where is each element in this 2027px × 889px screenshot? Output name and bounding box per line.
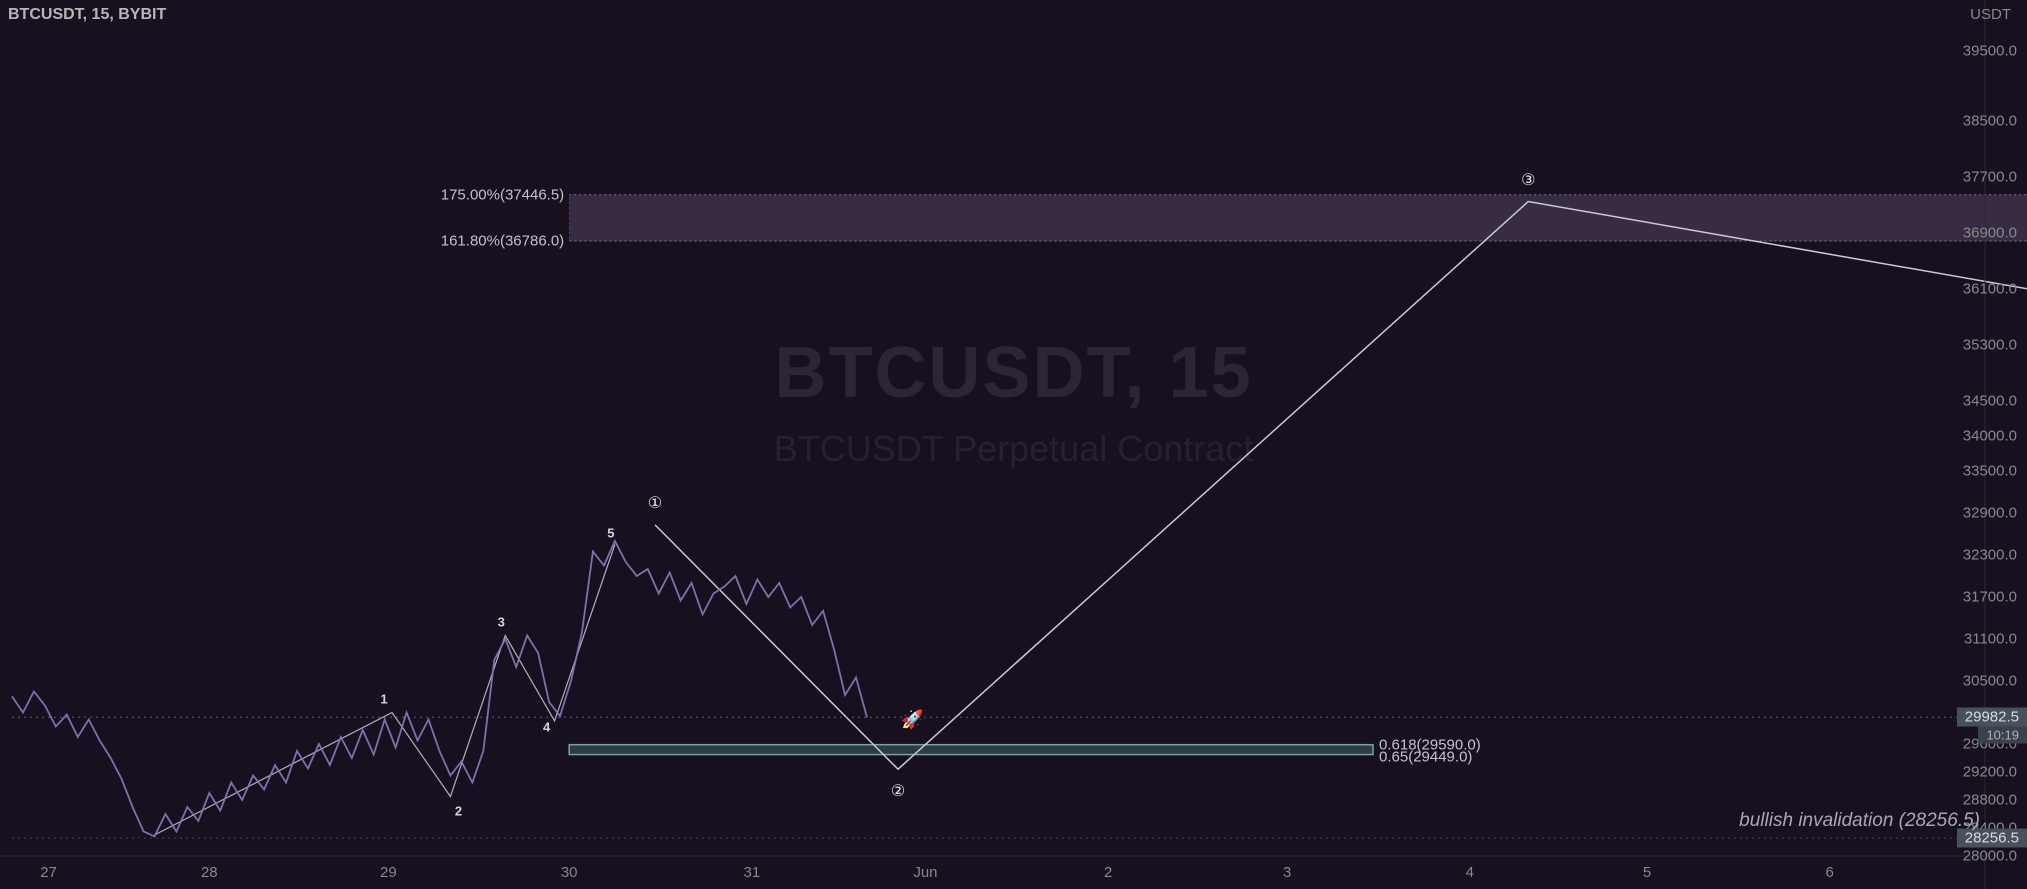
y-axis-tick: 39500.0 [1963, 43, 2017, 60]
y-axis-title: USDT [1970, 6, 2011, 23]
y-axis-tick: 35300.0 [1963, 337, 2017, 354]
major-wave-③: ③ [1521, 170, 1535, 190]
minor-wave-4: 4 [543, 719, 550, 734]
x-axis-tick: 3 [1283, 864, 1291, 881]
x-axis-tick: 4 [1466, 864, 1474, 881]
last-price-tag: 29982.5 [1957, 708, 2027, 727]
x-axis-tick: 27 [40, 864, 57, 881]
y-axis-tick: 34500.0 [1963, 393, 2017, 410]
x-axis-tick: Jun [913, 864, 937, 881]
y-axis-tick: 31100.0 [1964, 631, 2017, 648]
y-axis-tick: 34000.0 [1963, 428, 2017, 445]
fib-label-1618: 161.80%(36786.0) [409, 232, 564, 249]
x-axis-tick: 31 [744, 864, 761, 881]
fib-label-175: 175.00%(37446.5) [409, 186, 564, 203]
chart-svg-foreground [0, 0, 2027, 889]
countdown-tag: 10:19 [1978, 727, 2027, 744]
major-wave-②: ② [891, 781, 905, 801]
y-axis-tick: 36900.0 [1963, 225, 2017, 242]
y-axis-tick: 28000.0 [1963, 848, 2017, 865]
y-axis-tick: 29200.0 [1963, 764, 2017, 781]
y-axis-tick: 28800.0 [1963, 792, 2017, 809]
y-axis-tick: 31700.0 [1963, 589, 2017, 606]
symbol-label: BTCUSDT, 15, BYBIT [8, 6, 166, 24]
rocket-icon: 🚀 [901, 709, 923, 730]
chart-container[interactable]: BTCUSDT, 15 BTCUSDT Perpetual Contract B… [0, 0, 2027, 889]
invalidation-annotation: bullish invalidation (28256.5) [1739, 810, 1980, 832]
y-axis-tick: 30500.0 [1963, 673, 2017, 690]
x-axis-tick: 2 [1104, 864, 1112, 881]
minor-wave-5: 5 [607, 525, 614, 540]
x-axis-tick: 28 [201, 864, 218, 881]
y-axis-tick: 33500.0 [1963, 463, 2017, 480]
minor-wave-2: 2 [455, 803, 462, 818]
major-wave-①: ① [648, 493, 662, 513]
x-axis-tick: 5 [1643, 864, 1651, 881]
minor-wave-1: 1 [380, 691, 387, 706]
y-axis-tick: 37700.0 [1963, 169, 2017, 186]
y-axis-tick: 36100.0 [1963, 281, 2017, 298]
x-axis-tick: 30 [561, 864, 578, 881]
x-axis-tick: 29 [380, 864, 397, 881]
y-axis-tick: 32300.0 [1963, 547, 2017, 564]
y-axis-tick: 32900.0 [1963, 505, 2017, 522]
minor-wave-3: 3 [498, 614, 505, 629]
fib-label-065: 0.65(29449.0) [1379, 748, 1472, 765]
x-axis-tick: 6 [1826, 864, 1834, 881]
y-axis-tick: 38500.0 [1963, 113, 2017, 130]
